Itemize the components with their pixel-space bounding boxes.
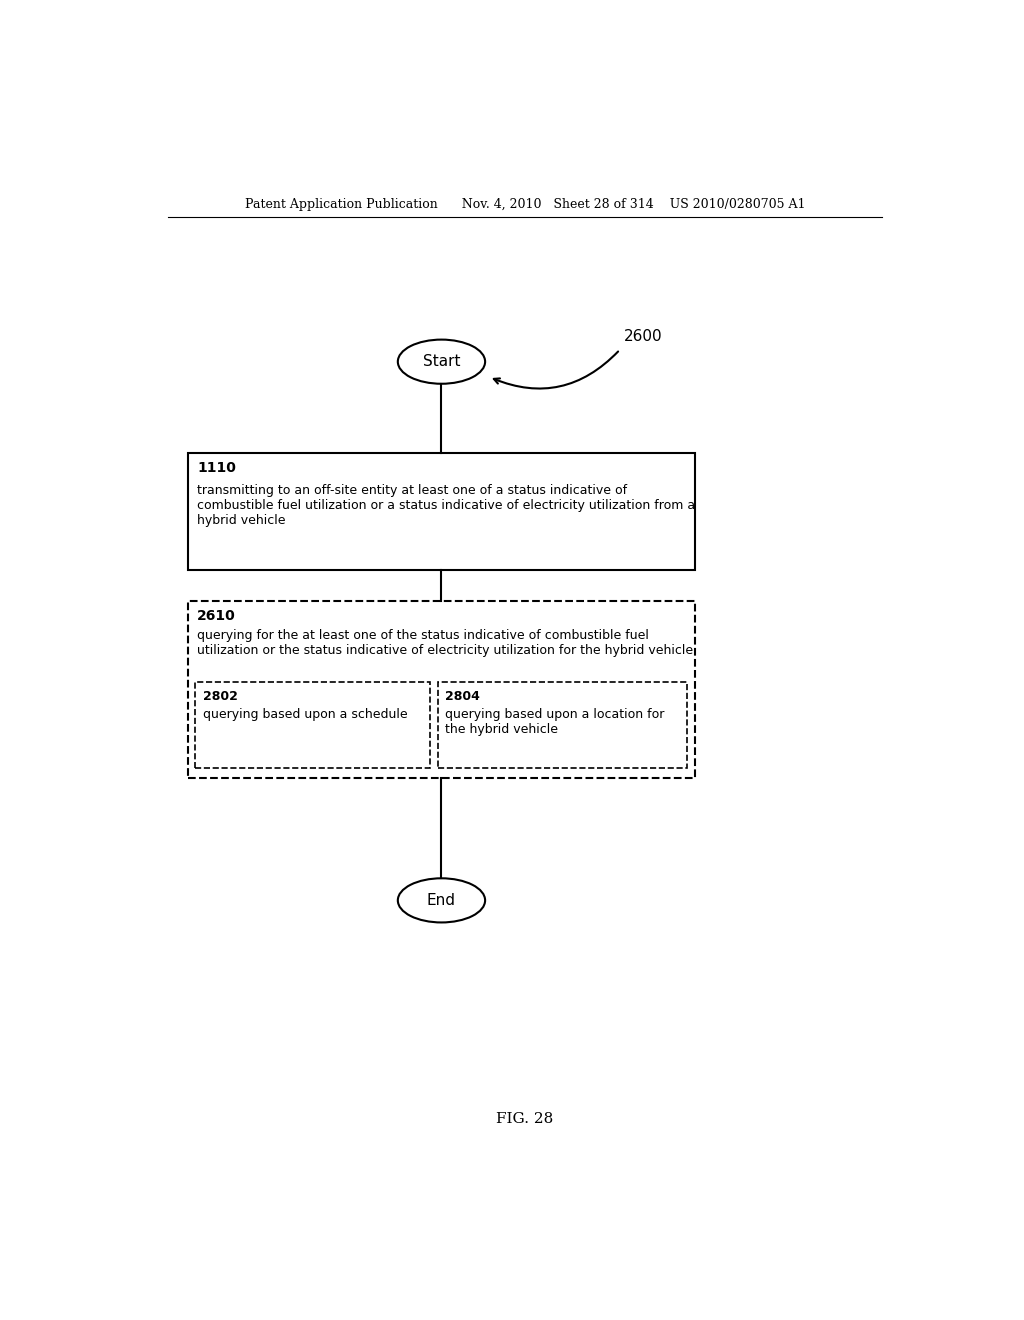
Text: 2802: 2802 [204, 690, 239, 704]
Text: 1110: 1110 [197, 461, 236, 475]
Text: 2804: 2804 [445, 690, 480, 704]
Text: querying based upon a location for
the hybrid vehicle: querying based upon a location for the h… [445, 709, 665, 737]
Text: querying based upon a schedule: querying based upon a schedule [204, 709, 408, 721]
Text: querying for the at least one of the status indicative of combustible fuel
utili: querying for the at least one of the sta… [197, 630, 693, 657]
Text: 2610: 2610 [197, 609, 236, 623]
Text: Start: Start [423, 354, 460, 370]
Text: End: End [427, 892, 456, 908]
Text: FIG. 28: FIG. 28 [497, 1111, 553, 1126]
Text: Patent Application Publication      Nov. 4, 2010   Sheet 28 of 314    US 2010/02: Patent Application Publication Nov. 4, 2… [245, 198, 805, 211]
Text: 2600: 2600 [624, 329, 663, 343]
Text: transmitting to an off-site entity at least one of a status indicative of
combus: transmitting to an off-site entity at le… [197, 483, 695, 527]
